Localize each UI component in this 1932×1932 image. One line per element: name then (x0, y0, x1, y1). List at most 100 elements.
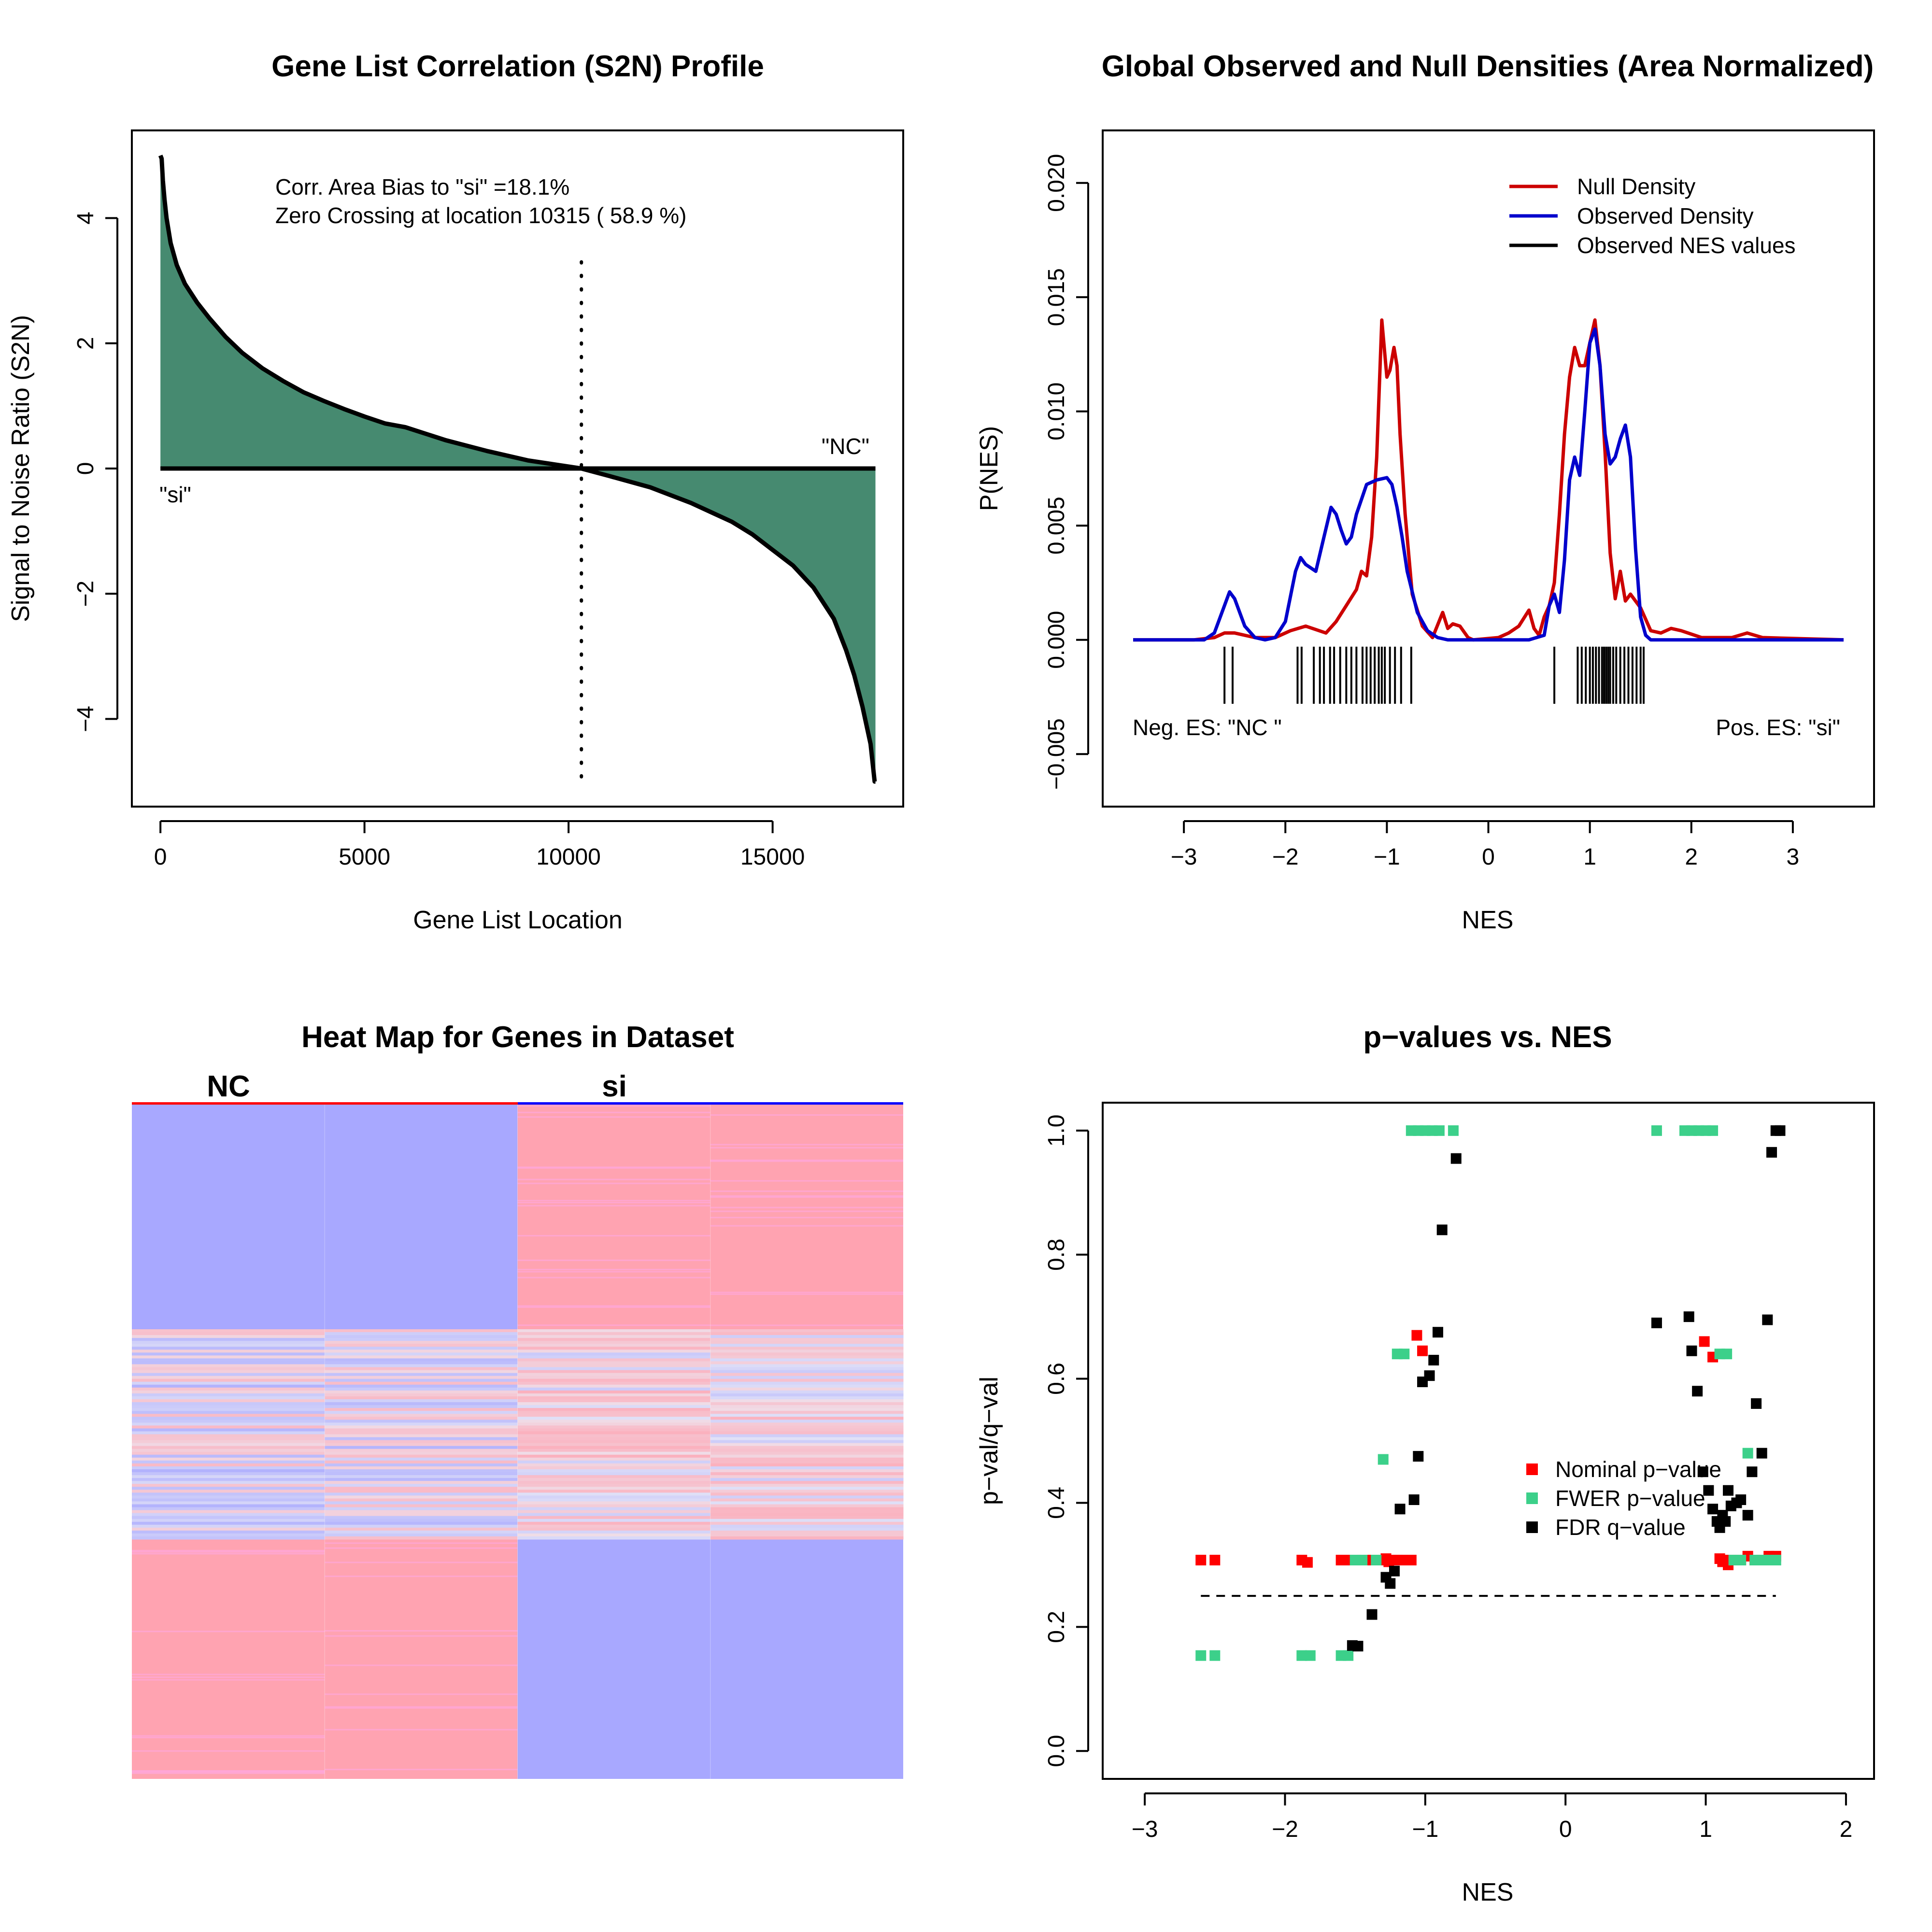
heatmap-cell (325, 1472, 518, 1476)
heatmap-cell (710, 1358, 904, 1362)
pvalues-xlabel: NES (1462, 1878, 1514, 1906)
heatmap-cell (132, 1411, 325, 1414)
pvalues-x-tick-label: −3 (1132, 1817, 1158, 1842)
heatmap-cell (132, 1466, 325, 1470)
s2n-y-tick-label: 2 (73, 337, 99, 350)
density-title: Global Observed and Null Densities (Area… (1102, 50, 1874, 83)
heatmap-cell (132, 1367, 325, 1371)
heatmap-cell (517, 1332, 711, 1335)
fdr-q-point (1742, 1510, 1753, 1521)
heatmap-cell (710, 1293, 903, 1295)
heatmap-cell (517, 1478, 711, 1481)
heatmap-cell (710, 1210, 903, 1212)
heatmap-cell (710, 1504, 904, 1508)
pvalues-points (1195, 1125, 1786, 1661)
nominal-p-point (1411, 1330, 1422, 1341)
heatmap-cell (325, 1533, 518, 1537)
fdr-q-point (1651, 1317, 1662, 1328)
heatmap-cell (132, 1355, 325, 1359)
heatmap-cell (325, 1530, 518, 1534)
fdr-q-point (1720, 1516, 1731, 1527)
heatmap-cell (710, 1190, 903, 1192)
heatmap-cell (132, 1510, 325, 1514)
heatmap-cell (132, 1393, 325, 1397)
heatmap-cell (132, 1381, 325, 1385)
pvalues-panel: p−values vs. NES −3 −2 −1 0 1 2 0.0 0.2 0.4 0.6 0.… (975, 1021, 1875, 1906)
heatmap-cell (325, 1420, 518, 1423)
nominal-p-point (1302, 1557, 1313, 1568)
heatmap-cell (517, 1498, 711, 1502)
observed-density-line (1133, 327, 1844, 642)
fdr-q-point (1424, 1370, 1435, 1381)
s2n-bias-annotation: Corr. Area Bias to "si" =18.1% (275, 174, 569, 199)
heatmap-cell (517, 1111, 710, 1113)
heatmap-cell (325, 1399, 518, 1403)
heatmap-cell (132, 1446, 325, 1449)
heatmap-cell (132, 1495, 325, 1499)
fdr-q-point (1775, 1125, 1786, 1136)
heatmap-cell (132, 1370, 325, 1374)
heatmap-cell (517, 1513, 711, 1517)
density-x-tick-label: −2 (1272, 844, 1299, 870)
heatmap-cell (517, 1405, 711, 1408)
heatmap-cell (325, 1393, 518, 1397)
heatmap-cell (710, 1341, 904, 1344)
fwer-p-point (1343, 1650, 1354, 1661)
heatmap-cell (517, 1399, 711, 1403)
density-y-tick-label: 0.000 (1044, 611, 1069, 669)
heatmap-cell (517, 1335, 711, 1338)
density-x-tick-label: 2 (1685, 844, 1698, 870)
heatmap-cell (132, 1440, 325, 1444)
heatmap-cell (710, 1422, 904, 1426)
density-panel: Global Observed and Null Densities (Area… (975, 50, 1875, 934)
heatmap-cell (325, 1367, 518, 1371)
heatmap-cell (710, 1469, 904, 1473)
heatmap-cell (325, 1707, 518, 1709)
heatmap-cell (132, 1344, 325, 1347)
fwer-p-point (1742, 1448, 1753, 1459)
heatmap-cell (710, 1472, 904, 1476)
heatmap-cell (132, 1770, 325, 1772)
heatmap-cell (132, 1498, 325, 1502)
heatmap-cell (325, 1384, 518, 1388)
heatmap-cell (517, 1352, 711, 1356)
heatmap-cell (132, 1405, 325, 1408)
heatmap-cell (325, 1693, 518, 1695)
heatmap-cell (710, 1501, 904, 1505)
heatmap-cell (325, 1527, 518, 1531)
s2n-y-tick-label: 0 (73, 462, 99, 475)
heatmap-cell (325, 1466, 518, 1470)
heatmap-cell (517, 1443, 711, 1447)
heatmap-cell (325, 1443, 518, 1447)
heatmap-cell (710, 1361, 904, 1364)
heatmap-cell (132, 1422, 325, 1426)
heatmap-cell (710, 1352, 904, 1356)
heatmap-cell (325, 1513, 518, 1517)
heatmap-cell (710, 1405, 904, 1408)
fwer-p-point (1378, 1454, 1389, 1465)
heatmap-cell (517, 1431, 711, 1435)
heatmap-cell (325, 1481, 518, 1484)
heatmap-cell (517, 1390, 711, 1394)
density-neg-es-label: Neg. ES: "NC " (1133, 715, 1282, 740)
heatmap-cell (517, 1492, 711, 1496)
heatmap-cell (325, 1361, 518, 1364)
fdr-q-point (1751, 1398, 1762, 1409)
heatmap-cell (710, 1180, 903, 1182)
heatmap-cell (132, 1553, 325, 1555)
legend-fwer-swatch (1526, 1492, 1538, 1504)
heatmap-cell (132, 1335, 325, 1338)
heatmap-cell (517, 1324, 710, 1326)
heatmap-cell (517, 1277, 710, 1279)
heatmap-cell (132, 1460, 325, 1464)
fwer-p-point (1399, 1349, 1410, 1360)
fdr-q-point (1366, 1609, 1378, 1620)
heatmap-cell (517, 1521, 711, 1525)
heatmap-cell (132, 1469, 325, 1473)
heatmap-cell (325, 1414, 518, 1417)
heatmap-cell (132, 1487, 325, 1490)
fwer-p-point (1209, 1650, 1221, 1661)
heatmap-cell (710, 1490, 904, 1493)
heatmap-cell (325, 1576, 518, 1577)
fwer-p-point (1434, 1125, 1445, 1136)
